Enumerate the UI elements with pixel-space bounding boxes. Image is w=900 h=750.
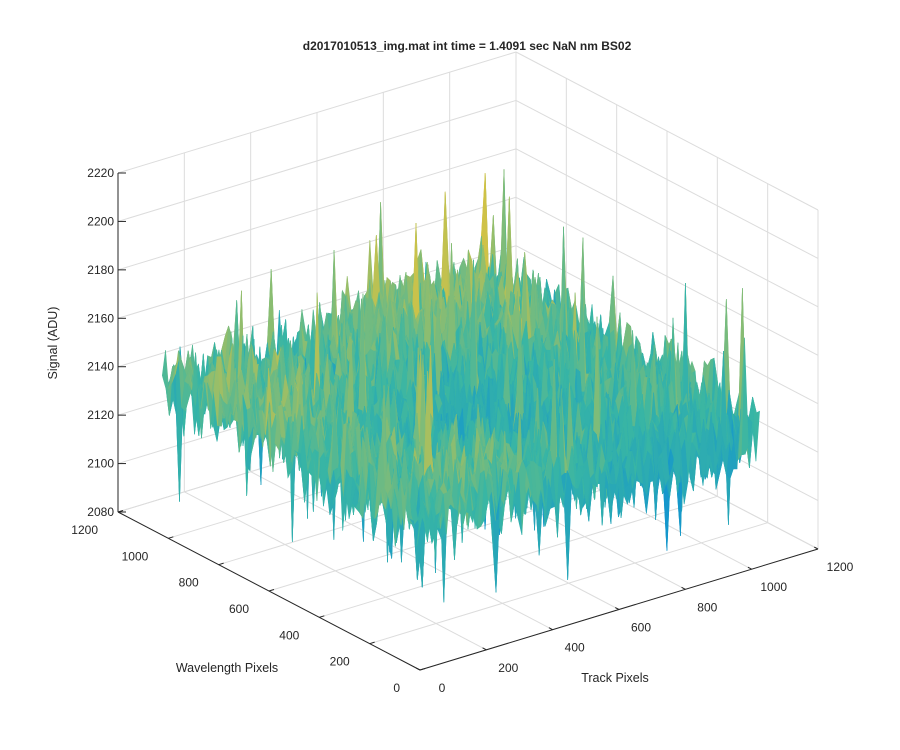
grid-line-z-back-wall [117,99,517,222]
grid-line-z-side-wall [515,245,819,405]
grid-line-y-floor [369,522,768,645]
grid-line-z-side-wall [515,51,819,211]
surface-mesh [161,169,760,603]
grid-line-z-back-wall [117,148,517,271]
grid-line-z-back-wall [117,51,517,174]
grid-line-z-side-wall [515,196,819,356]
grid-line-z-side-wall [515,99,819,259]
grid-line-y-floor [319,495,718,618]
grid-line-z-back-wall [117,196,517,319]
grid-line-z-side-wall [515,148,819,308]
